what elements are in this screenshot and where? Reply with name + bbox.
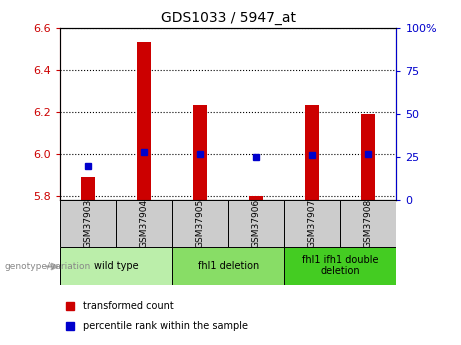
Bar — [172, 200, 228, 247]
Text: fhl1 ifh1 double
deletion: fhl1 ifh1 double deletion — [302, 255, 378, 276]
Text: genotype/variation: genotype/variation — [5, 262, 91, 271]
Bar — [228, 200, 284, 247]
Text: wild type: wild type — [94, 261, 138, 270]
Text: GSM37904: GSM37904 — [140, 199, 148, 248]
Text: GSM37907: GSM37907 — [308, 199, 317, 248]
Title: GDS1033 / 5947_at: GDS1033 / 5947_at — [161, 11, 296, 25]
Text: percentile rank within the sample: percentile rank within the sample — [83, 321, 248, 331]
Text: GSM37908: GSM37908 — [364, 199, 373, 248]
Bar — [137, 42, 151, 200]
Text: fhl1 deletion: fhl1 deletion — [198, 261, 259, 270]
Bar — [60, 200, 116, 247]
Text: transformed count: transformed count — [83, 301, 174, 311]
Bar — [361, 114, 375, 200]
Bar — [284, 247, 396, 285]
Bar — [340, 200, 396, 247]
Bar — [284, 200, 340, 247]
Bar — [172, 247, 284, 285]
Bar — [116, 200, 172, 247]
Bar — [81, 177, 95, 200]
Bar — [60, 247, 172, 285]
Text: GSM37903: GSM37903 — [83, 199, 93, 248]
Bar — [249, 196, 263, 200]
Bar — [305, 106, 319, 200]
Bar — [193, 106, 207, 200]
Text: GSM37906: GSM37906 — [252, 199, 261, 248]
Text: GSM37905: GSM37905 — [195, 199, 205, 248]
